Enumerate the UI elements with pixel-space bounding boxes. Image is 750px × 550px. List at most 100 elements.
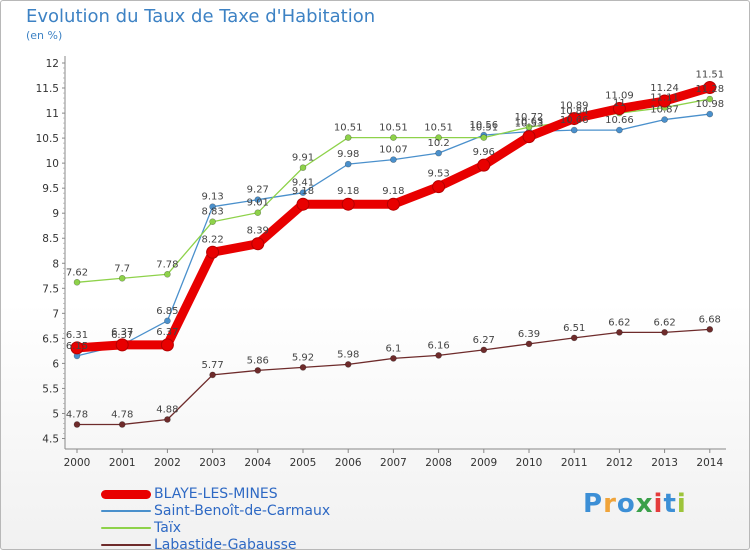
- data-point[interactable]: [616, 329, 623, 336]
- data-labels-layer: 6.15 6.37 6.85 9.13 9.27 9.41 9.98 10.07 10.2 10.…: [66, 70, 724, 421]
- x-tick-label: 2013: [651, 457, 678, 469]
- data-point[interactable]: [209, 203, 216, 210]
- data-point[interactable]: [254, 196, 262, 203]
- data-label: 10.72: [515, 112, 544, 123]
- data-point[interactable]: [164, 416, 171, 423]
- data-point[interactable]: [390, 134, 397, 141]
- data-label: 9.98: [337, 149, 359, 160]
- data-label: 5.86: [247, 355, 269, 366]
- data-point[interactable]: [706, 326, 714, 333]
- legend-swatch-1: [101, 510, 151, 512]
- data-point[interactable]: [480, 346, 488, 354]
- data-point[interactable]: [254, 209, 262, 216]
- x-tick-label: 2014: [696, 457, 723, 469]
- data-point[interactable]: [209, 371, 216, 379]
- data-label: 8.22: [201, 234, 223, 245]
- data-point[interactable]: [706, 110, 714, 118]
- y-tick-label: 6: [52, 358, 59, 370]
- logo-letter: i: [653, 489, 664, 519]
- data-point[interactable]: [432, 180, 446, 194]
- data-label: 10.66: [560, 115, 589, 126]
- data-point[interactable]: [435, 149, 442, 157]
- data-point[interactable]: [435, 352, 442, 359]
- data-point[interactable]: [525, 340, 533, 348]
- data-point[interactable]: [570, 126, 578, 134]
- data-label: 9.53: [427, 169, 449, 180]
- data-point[interactable]: [661, 116, 668, 123]
- data-point[interactable]: [299, 164, 307, 171]
- data-point[interactable]: [254, 367, 262, 374]
- data-point[interactable]: [658, 94, 672, 108]
- x-tick-label: 2008: [425, 457, 452, 469]
- data-point[interactable]: [209, 218, 216, 226]
- data-label: 6.68: [699, 314, 721, 325]
- data-point[interactable]: [522, 130, 536, 144]
- data-label: 5.98: [337, 349, 359, 360]
- y-tick-label: 11.5: [36, 83, 59, 95]
- data-label: 7.7: [114, 263, 130, 274]
- chart-axes: 4.5 5 5.5 6 6.5 7 7.5 8 8.5 9 9.5 10 10.5 11 11.5 12 200…: [36, 56, 726, 469]
- y-tick-label: 7: [52, 308, 59, 320]
- data-point[interactable]: [70, 341, 84, 355]
- data-label: 10.2: [427, 138, 449, 149]
- data-label: 10.07: [379, 145, 408, 156]
- page-subtitle: (en %): [26, 29, 63, 42]
- data-label: 11: [613, 98, 626, 109]
- data-point[interactable]: [341, 197, 355, 211]
- data-point[interactable]: [164, 270, 171, 278]
- y-tick-label: 5: [52, 408, 59, 420]
- data-point[interactable]: [477, 158, 491, 172]
- data-point[interactable]: [570, 334, 578, 342]
- y-tick-label: 8.5: [42, 233, 59, 245]
- data-point[interactable]: [386, 197, 400, 211]
- data-label: 10.51: [379, 123, 408, 134]
- data-point[interactable]: [73, 421, 81, 428]
- data-point[interactable]: [703, 81, 717, 95]
- y-tick-label: 4.5: [42, 434, 59, 446]
- data-point[interactable]: [164, 317, 171, 325]
- data-point[interactable]: [251, 237, 265, 251]
- data-point[interactable]: [296, 197, 310, 211]
- y-tick-label: 8: [52, 258, 59, 270]
- data-point[interactable]: [661, 329, 668, 336]
- x-tick-label: 2005: [290, 457, 317, 469]
- y-tick-label: 10: [46, 158, 59, 170]
- data-point[interactable]: [344, 160, 352, 168]
- data-point[interactable]: [390, 156, 397, 163]
- data-label: 10.98: [695, 99, 724, 110]
- legend-label: Saint-Benoît-de-Carmaux: [154, 503, 331, 519]
- data-point[interactable]: [299, 189, 307, 196]
- data-point[interactable]: [390, 355, 397, 362]
- data-point[interactable]: [435, 134, 442, 141]
- data-label: 9.41: [292, 178, 314, 189]
- data-label: 8.83: [201, 207, 223, 218]
- y-tick-label: 9: [52, 208, 59, 220]
- data-point[interactable]: [118, 421, 126, 428]
- data-label: 11.09: [605, 91, 634, 102]
- data-point[interactable]: [160, 338, 174, 352]
- data-point[interactable]: [344, 361, 352, 368]
- data-point[interactable]: [567, 112, 581, 126]
- data-label: 6.37: [111, 330, 133, 341]
- data-label: 6.31: [66, 330, 88, 341]
- y-tick-label: 12: [46, 58, 59, 70]
- x-tick-label: 2000: [64, 457, 91, 469]
- data-label: 9.27: [247, 185, 269, 196]
- data-point[interactable]: [480, 134, 488, 141]
- x-tick-label: 2012: [606, 457, 633, 469]
- data-point[interactable]: [616, 126, 623, 134]
- data-point[interactable]: [525, 123, 533, 131]
- data-point[interactable]: [115, 338, 129, 352]
- data-label: 10.84: [560, 106, 589, 117]
- data-label: 6.51: [563, 323, 585, 334]
- data-point[interactable]: [206, 245, 220, 259]
- data-point[interactable]: [73, 278, 81, 286]
- x-tick-label: 2010: [516, 457, 543, 469]
- data-point[interactable]: [612, 102, 626, 116]
- data-label: 6.62: [653, 317, 675, 328]
- data-point[interactable]: [706, 95, 714, 103]
- data-point[interactable]: [118, 274, 126, 282]
- data-point[interactable]: [344, 134, 352, 141]
- data-point[interactable]: [299, 364, 307, 371]
